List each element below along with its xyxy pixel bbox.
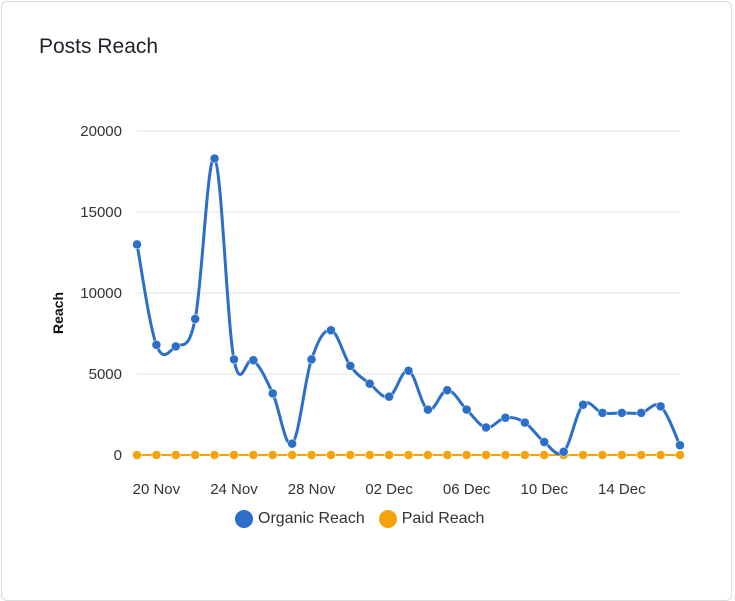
paid-legend-dot-icon <box>378 510 397 528</box>
data-point-organic <box>403 366 414 376</box>
data-point-organic <box>132 239 142 250</box>
x-tick-label: 20 Nov <box>133 481 181 498</box>
data-point-paid <box>229 450 239 460</box>
chart-legend: Organic Reach Paid Reach <box>235 510 484 528</box>
data-point-paid <box>520 450 530 460</box>
data-point-organic <box>539 437 549 447</box>
data-point-organic <box>171 341 181 352</box>
data-point-paid <box>578 450 588 460</box>
data-point-organic <box>345 361 356 371</box>
data-point-paid <box>364 450 375 460</box>
data-point-organic <box>151 340 162 350</box>
legend-label-organic: Organic Reach <box>258 510 365 527</box>
data-point-paid <box>268 450 278 460</box>
data-point-paid <box>675 450 685 460</box>
data-point-paid <box>500 450 511 460</box>
data-point-organic <box>229 354 239 365</box>
data-point-paid <box>132 450 142 460</box>
data-point-organic <box>306 354 317 365</box>
data-point-paid <box>597 450 608 460</box>
organic-legend-dot-icon <box>235 510 253 528</box>
y-tick-label: 10000 <box>80 285 122 302</box>
x-tick-label: 28 Nov <box>288 481 336 498</box>
data-point-organic <box>520 417 530 428</box>
data-point-paid <box>617 450 627 460</box>
x-tick-label: 06 Dec <box>443 481 491 498</box>
y-tick-label: 20000 <box>80 123 122 140</box>
x-tick-label: 24 Nov <box>210 481 258 498</box>
data-point-organic <box>578 400 588 410</box>
data-point-organic <box>287 438 297 449</box>
data-point-organic <box>481 422 491 433</box>
data-point-organic <box>442 385 453 395</box>
data-point-paid <box>655 450 666 460</box>
data-point-organic <box>558 447 569 457</box>
data-point-organic <box>655 401 666 412</box>
x-tick-label: 10 Dec <box>520 481 568 498</box>
card-title: Posts Reach <box>39 35 159 58</box>
data-point-paid <box>481 450 491 460</box>
x-tick-label: 14 Dec <box>598 481 646 498</box>
data-point-paid <box>171 450 181 460</box>
data-point-paid <box>345 450 356 460</box>
data-point-paid <box>442 450 453 460</box>
data-point-organic <box>500 412 511 423</box>
data-point-paid <box>306 450 317 460</box>
data-point-organic <box>326 325 336 336</box>
data-point-paid <box>403 450 414 460</box>
data-point-organic <box>617 408 627 418</box>
data-point-organic <box>461 404 472 415</box>
data-point-organic <box>636 408 646 418</box>
data-point-paid <box>636 450 646 460</box>
y-tick-label: 0 <box>114 447 122 464</box>
y-tick-label: 5000 <box>89 366 122 383</box>
data-point-organic <box>364 378 375 389</box>
data-point-organic <box>268 388 278 399</box>
y-axis-label: Reach <box>50 292 66 334</box>
data-point-organic <box>209 153 220 164</box>
data-point-paid <box>209 450 220 460</box>
data-point-organic <box>423 404 433 415</box>
data-point-paid <box>151 450 162 460</box>
data-point-paid <box>248 450 259 460</box>
reach-line-chart: 0 5000 10000 15000 20000 Reach 20 Nov 24 Nov 28 … <box>50 123 685 498</box>
data-point-organic <box>675 440 685 451</box>
data-point-paid <box>461 450 472 460</box>
legend-item-organic[interactable]: Organic Reach <box>235 510 365 528</box>
data-point-paid <box>384 450 394 460</box>
y-tick-label: 15000 <box>80 204 122 221</box>
data-point-organic <box>248 355 259 365</box>
data-point-paid <box>190 450 200 460</box>
data-point-organic <box>190 314 200 324</box>
x-tick-label: 02 Dec <box>365 481 413 498</box>
data-point-paid <box>287 450 297 460</box>
legend-item-paid[interactable]: Paid Reach <box>378 510 485 528</box>
data-point-organic <box>597 408 608 418</box>
data-point-paid <box>326 450 336 460</box>
data-point-paid <box>423 450 433 460</box>
data-point-paid <box>539 450 549 460</box>
series-line-organic <box>135 157 682 456</box>
legend-label-paid: Paid Reach <box>401 510 485 527</box>
data-point-organic <box>384 391 394 402</box>
